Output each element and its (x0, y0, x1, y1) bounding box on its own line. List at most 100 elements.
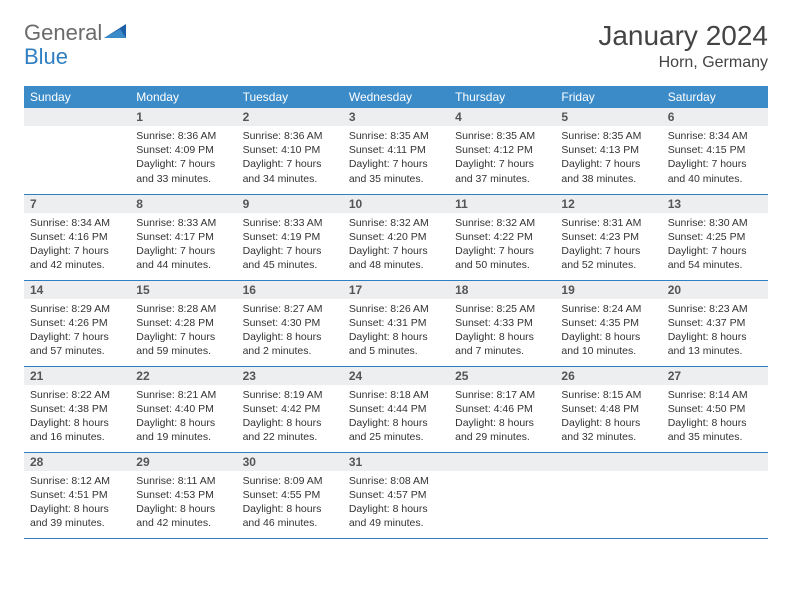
day-line: Sunset: 4:10 PM (243, 143, 337, 157)
day-body: Sunrise: 8:22 AMSunset: 4:38 PMDaylight:… (24, 385, 130, 449)
day-body: Sunrise: 8:35 AMSunset: 4:13 PMDaylight:… (555, 126, 661, 190)
calendar-day-cell: 17Sunrise: 8:26 AMSunset: 4:31 PMDayligh… (343, 280, 449, 366)
day-number: 5 (555, 108, 661, 126)
day-line: Sunrise: 8:32 AM (455, 216, 549, 230)
day-number: 16 (237, 281, 343, 299)
day-line: and 49 minutes. (349, 516, 443, 530)
day-body: Sunrise: 8:33 AMSunset: 4:17 PMDaylight:… (130, 213, 236, 277)
day-body: Sunrise: 8:12 AMSunset: 4:51 PMDaylight:… (24, 471, 130, 535)
calendar-day-cell: 14Sunrise: 8:29 AMSunset: 4:26 PMDayligh… (24, 280, 130, 366)
day-line: Sunrise: 8:28 AM (136, 302, 230, 316)
day-line: Sunset: 4:53 PM (136, 488, 230, 502)
day-line: Daylight: 7 hours (136, 330, 230, 344)
day-line: and 35 minutes. (668, 430, 762, 444)
calendar-day-cell (24, 108, 130, 194)
day-line: Daylight: 8 hours (243, 416, 337, 430)
day-line: Sunrise: 8:11 AM (136, 474, 230, 488)
day-line: Sunrise: 8:31 AM (561, 216, 655, 230)
day-body: Sunrise: 8:32 AMSunset: 4:20 PMDaylight:… (343, 213, 449, 277)
day-number (449, 453, 555, 471)
day-line: Sunrise: 8:34 AM (668, 129, 762, 143)
day-line: Daylight: 8 hours (30, 502, 124, 516)
calendar-day-cell: 29Sunrise: 8:11 AMSunset: 4:53 PMDayligh… (130, 452, 236, 538)
day-line: Sunset: 4:31 PM (349, 316, 443, 330)
day-body: Sunrise: 8:23 AMSunset: 4:37 PMDaylight:… (662, 299, 768, 363)
day-number: 21 (24, 367, 130, 385)
calendar-week-row: 21Sunrise: 8:22 AMSunset: 4:38 PMDayligh… (24, 366, 768, 452)
day-line: Sunrise: 8:15 AM (561, 388, 655, 402)
day-line: Sunrise: 8:36 AM (243, 129, 337, 143)
day-line: Sunset: 4:46 PM (455, 402, 549, 416)
day-line: Sunrise: 8:34 AM (30, 216, 124, 230)
day-number: 17 (343, 281, 449, 299)
day-line: Sunset: 4:26 PM (30, 316, 124, 330)
calendar-day-cell: 19Sunrise: 8:24 AMSunset: 4:35 PMDayligh… (555, 280, 661, 366)
calendar-day-cell: 20Sunrise: 8:23 AMSunset: 4:37 PMDayligh… (662, 280, 768, 366)
day-body: Sunrise: 8:11 AMSunset: 4:53 PMDaylight:… (130, 471, 236, 535)
day-line: Sunrise: 8:26 AM (349, 302, 443, 316)
calendar-day-cell: 27Sunrise: 8:14 AMSunset: 4:50 PMDayligh… (662, 366, 768, 452)
day-line: Sunrise: 8:25 AM (455, 302, 549, 316)
day-line: and 52 minutes. (561, 258, 655, 272)
day-number: 3 (343, 108, 449, 126)
day-body: Sunrise: 8:36 AMSunset: 4:10 PMDaylight:… (237, 126, 343, 190)
day-line: Sunset: 4:20 PM (349, 230, 443, 244)
day-number: 6 (662, 108, 768, 126)
calendar-day-cell: 2Sunrise: 8:36 AMSunset: 4:10 PMDaylight… (237, 108, 343, 194)
day-line: Sunrise: 8:29 AM (30, 302, 124, 316)
logo: General (24, 20, 128, 46)
day-body: Sunrise: 8:18 AMSunset: 4:44 PMDaylight:… (343, 385, 449, 449)
logo-text-blue: Blue (24, 44, 68, 69)
day-line: and 42 minutes. (136, 516, 230, 530)
day-line: Daylight: 7 hours (30, 244, 124, 258)
day-line: Daylight: 8 hours (668, 416, 762, 430)
day-body: Sunrise: 8:19 AMSunset: 4:42 PMDaylight:… (237, 385, 343, 449)
day-line: Sunset: 4:11 PM (349, 143, 443, 157)
calendar-day-cell: 11Sunrise: 8:32 AMSunset: 4:22 PMDayligh… (449, 194, 555, 280)
calendar-head: SundayMondayTuesdayWednesdayThursdayFrid… (24, 86, 768, 108)
calendar-day-cell: 10Sunrise: 8:32 AMSunset: 4:20 PMDayligh… (343, 194, 449, 280)
day-body: Sunrise: 8:09 AMSunset: 4:55 PMDaylight:… (237, 471, 343, 535)
calendar-day-cell: 25Sunrise: 8:17 AMSunset: 4:46 PMDayligh… (449, 366, 555, 452)
day-line: Daylight: 8 hours (561, 416, 655, 430)
day-line: Sunrise: 8:33 AM (243, 216, 337, 230)
day-line: and 50 minutes. (455, 258, 549, 272)
day-number: 14 (24, 281, 130, 299)
dow-header: Sunday (24, 86, 130, 108)
day-number: 11 (449, 195, 555, 213)
dow-header: Wednesday (343, 86, 449, 108)
day-number (555, 453, 661, 471)
day-line: Daylight: 8 hours (668, 330, 762, 344)
day-line: and 7 minutes. (455, 344, 549, 358)
day-line: Sunrise: 8:21 AM (136, 388, 230, 402)
day-line: and 37 minutes. (455, 172, 549, 186)
location: Horn, Germany (598, 54, 768, 72)
day-line: Daylight: 8 hours (136, 502, 230, 516)
day-line: Sunset: 4:40 PM (136, 402, 230, 416)
day-line: and 54 minutes. (668, 258, 762, 272)
day-number: 9 (237, 195, 343, 213)
day-line: and 29 minutes. (455, 430, 549, 444)
day-line: Daylight: 7 hours (561, 244, 655, 258)
day-line: Sunrise: 8:17 AM (455, 388, 549, 402)
day-line: and 16 minutes. (30, 430, 124, 444)
day-number: 20 (662, 281, 768, 299)
day-body: Sunrise: 8:31 AMSunset: 4:23 PMDaylight:… (555, 213, 661, 277)
day-line: and 22 minutes. (243, 430, 337, 444)
day-number: 26 (555, 367, 661, 385)
day-body: Sunrise: 8:34 AMSunset: 4:16 PMDaylight:… (24, 213, 130, 277)
day-line: Daylight: 7 hours (136, 244, 230, 258)
day-line: Daylight: 8 hours (561, 330, 655, 344)
dow-header: Thursday (449, 86, 555, 108)
day-line: Sunset: 4:48 PM (561, 402, 655, 416)
dow-header: Tuesday (237, 86, 343, 108)
day-line: Sunset: 4:23 PM (561, 230, 655, 244)
calendar-day-cell: 13Sunrise: 8:30 AMSunset: 4:25 PMDayligh… (662, 194, 768, 280)
dow-header: Friday (555, 86, 661, 108)
day-number: 27 (662, 367, 768, 385)
day-line: Daylight: 8 hours (30, 416, 124, 430)
day-number: 29 (130, 453, 236, 471)
day-line: Sunrise: 8:35 AM (349, 129, 443, 143)
day-line: Sunrise: 8:08 AM (349, 474, 443, 488)
calendar-day-cell (449, 452, 555, 538)
